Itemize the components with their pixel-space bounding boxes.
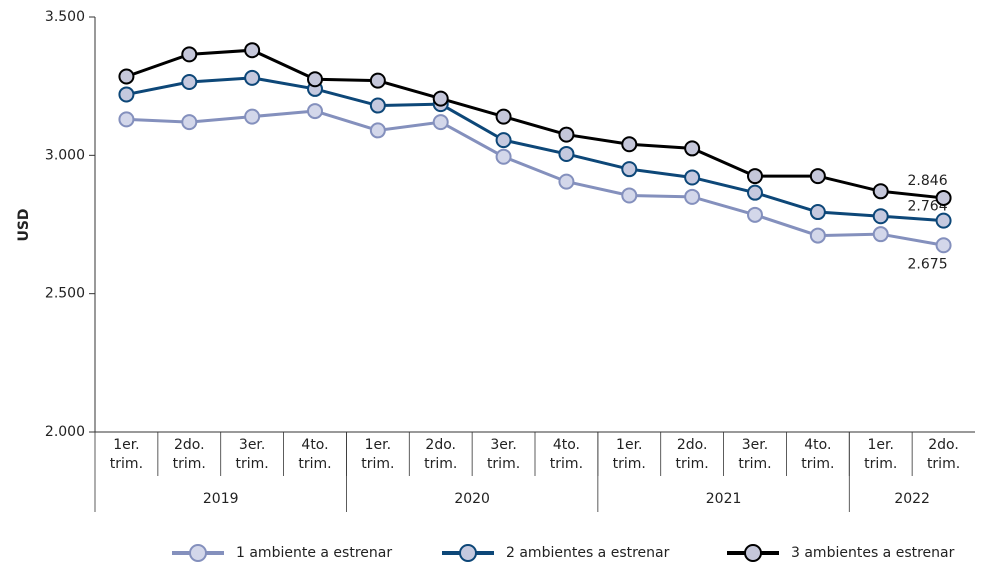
data-point bbox=[369, 97, 386, 114]
data-point bbox=[244, 108, 261, 125]
series-line bbox=[126, 109, 944, 247]
x-tick-label: 1er. trim. bbox=[864, 437, 898, 472]
data-point bbox=[621, 187, 638, 204]
data-point bbox=[809, 168, 826, 185]
data-point bbox=[684, 140, 701, 157]
data-point bbox=[181, 46, 198, 63]
data-point bbox=[684, 169, 701, 186]
data-point bbox=[872, 226, 889, 243]
data-point bbox=[369, 72, 386, 89]
legend-label: 3 ambientes a estrenar bbox=[791, 545, 955, 561]
data-point bbox=[621, 161, 638, 178]
data-point bbox=[432, 114, 449, 131]
x-group-label: 2019 bbox=[203, 491, 239, 507]
data-label: 2.846 bbox=[908, 173, 948, 189]
x-group-label: 2022 bbox=[894, 491, 930, 507]
x-tick-label: 3er. trim. bbox=[486, 437, 521, 472]
data-point bbox=[118, 111, 135, 128]
data-point bbox=[118, 86, 135, 103]
legend-label: 1 ambiente a estrenar bbox=[236, 545, 392, 561]
data-point bbox=[872, 183, 889, 200]
x-tick-label: 4to. trim. bbox=[549, 437, 584, 472]
x-tick-label: 4to. trim. bbox=[298, 437, 332, 472]
y-tick-label: 3.000 bbox=[45, 147, 85, 163]
data-point bbox=[872, 208, 889, 225]
data-point bbox=[181, 114, 198, 131]
y-tick-label: 2.000 bbox=[45, 424, 85, 440]
data-point bbox=[935, 237, 952, 254]
x-tick-label: 2do. trim. bbox=[424, 437, 458, 472]
series-line bbox=[125, 48, 944, 200]
data-point bbox=[558, 145, 575, 162]
x-tick-label: 2do. trim. bbox=[172, 437, 206, 472]
data-point bbox=[307, 103, 323, 120]
legend-label: 2 ambientes a estrenar bbox=[506, 545, 670, 561]
x-tick-label: 4to. trim. bbox=[801, 437, 835, 472]
data-point bbox=[935, 212, 952, 229]
x-tick-label: 1er. trim. bbox=[612, 437, 646, 472]
data-point bbox=[809, 227, 826, 244]
data-point bbox=[432, 90, 449, 107]
data-label: 2.675 bbox=[908, 256, 948, 272]
data-point bbox=[935, 189, 952, 206]
data-point bbox=[495, 132, 512, 149]
x-tick-label: 3er. trim. bbox=[738, 437, 772, 472]
legend-marker bbox=[459, 544, 477, 562]
data-point bbox=[747, 168, 763, 185]
data-point bbox=[684, 188, 701, 205]
x-tick-label: 2do. trim. bbox=[675, 437, 709, 472]
x-group-label: 2020 bbox=[454, 491, 490, 507]
y-axis-label: USD bbox=[16, 208, 32, 241]
data-point bbox=[747, 206, 763, 223]
data-point bbox=[558, 126, 575, 143]
x-tick-label: 2do. trim. bbox=[926, 437, 961, 472]
data-point bbox=[621, 136, 638, 153]
data-point bbox=[495, 148, 512, 165]
data-point bbox=[118, 68, 135, 85]
legend-marker bbox=[189, 544, 207, 562]
data-point bbox=[244, 69, 261, 86]
x-tick-label: 1er. trim. bbox=[361, 437, 395, 472]
data-point bbox=[809, 204, 826, 221]
data-point bbox=[747, 184, 763, 201]
x-tick-label: 1er. trim. bbox=[109, 437, 144, 472]
x-tick-label: 3er. trim. bbox=[235, 437, 269, 472]
legend-marker bbox=[744, 544, 762, 562]
data-point bbox=[181, 74, 198, 91]
data-point bbox=[369, 122, 386, 139]
data-point bbox=[244, 42, 261, 59]
data-point bbox=[558, 173, 575, 190]
y-tick-label: 2.500 bbox=[45, 286, 85, 302]
series-line bbox=[126, 76, 944, 223]
y-tick-label: 3.500 bbox=[45, 9, 85, 25]
x-group-label: 2021 bbox=[706, 491, 742, 507]
data-point bbox=[307, 71, 323, 88]
data-point bbox=[495, 108, 512, 125]
